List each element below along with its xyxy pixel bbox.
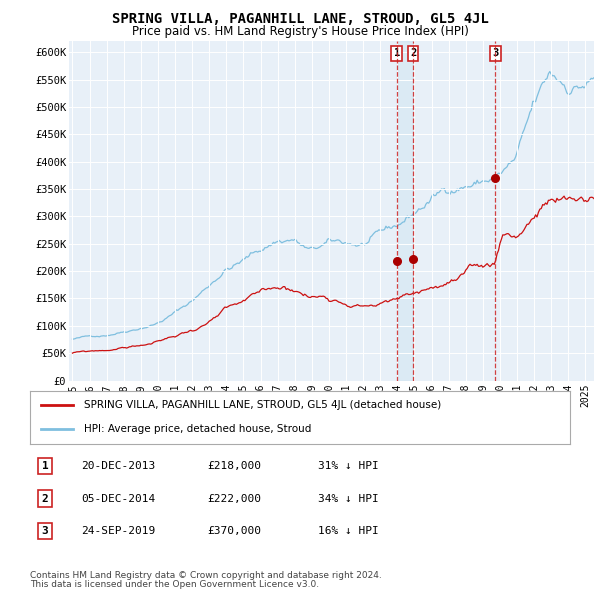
Text: 3: 3 — [492, 48, 499, 58]
Text: 1: 1 — [41, 461, 49, 471]
Text: £218,000: £218,000 — [207, 461, 261, 471]
Text: 24-SEP-2019: 24-SEP-2019 — [81, 526, 155, 536]
Text: 34% ↓ HPI: 34% ↓ HPI — [318, 494, 379, 503]
Text: 16% ↓ HPI: 16% ↓ HPI — [318, 526, 379, 536]
Text: This data is licensed under the Open Government Licence v3.0.: This data is licensed under the Open Gov… — [30, 580, 319, 589]
Text: SPRING VILLA, PAGANHILL LANE, STROUD, GL5 4JL: SPRING VILLA, PAGANHILL LANE, STROUD, GL… — [112, 12, 488, 26]
Text: 31% ↓ HPI: 31% ↓ HPI — [318, 461, 379, 471]
Text: £370,000: £370,000 — [207, 526, 261, 536]
Text: 3: 3 — [41, 526, 49, 536]
Text: £222,000: £222,000 — [207, 494, 261, 503]
Text: 2: 2 — [41, 494, 49, 503]
Text: 05-DEC-2014: 05-DEC-2014 — [81, 494, 155, 503]
Text: 20-DEC-2013: 20-DEC-2013 — [81, 461, 155, 471]
Text: Price paid vs. HM Land Registry's House Price Index (HPI): Price paid vs. HM Land Registry's House … — [131, 25, 469, 38]
Text: 2: 2 — [410, 48, 416, 58]
Bar — [397, 41, 413, 381]
Text: 1: 1 — [394, 48, 400, 58]
Text: HPI: Average price, detached house, Stroud: HPI: Average price, detached house, Stro… — [84, 424, 311, 434]
Text: SPRING VILLA, PAGANHILL LANE, STROUD, GL5 4JL (detached house): SPRING VILLA, PAGANHILL LANE, STROUD, GL… — [84, 401, 441, 411]
Text: Contains HM Land Registry data © Crown copyright and database right 2024.: Contains HM Land Registry data © Crown c… — [30, 571, 382, 580]
